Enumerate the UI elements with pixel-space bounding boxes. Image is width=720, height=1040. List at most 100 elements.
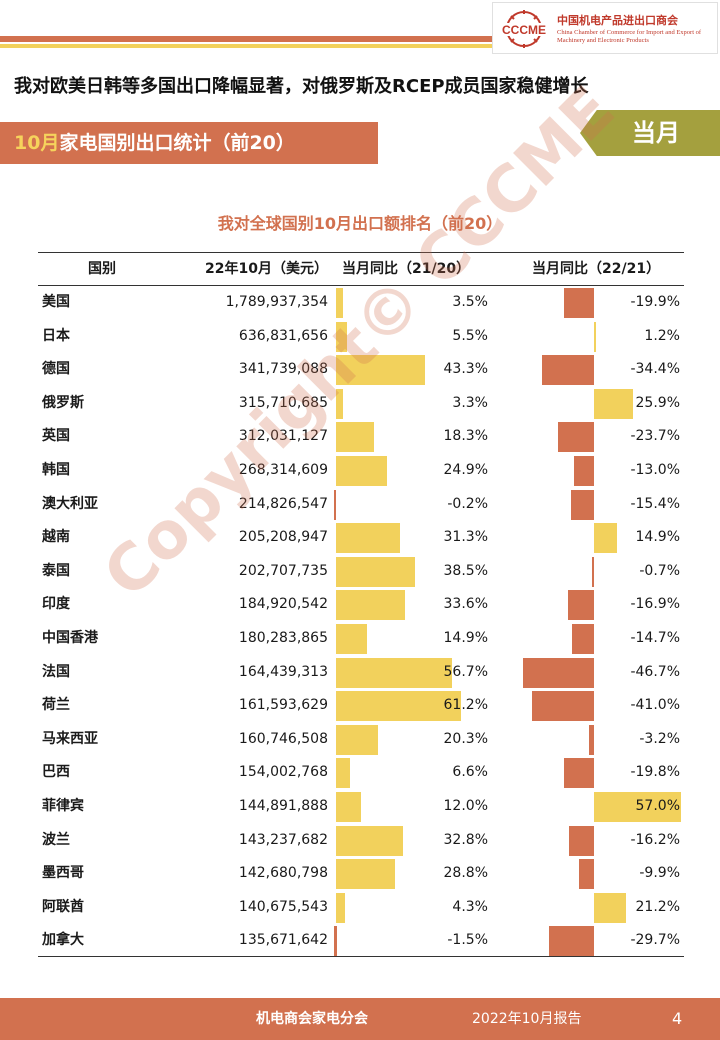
export-value: 1,789,937,354 (225, 294, 328, 310)
yoy-22-21-cell: -3.2% (522, 723, 680, 757)
yoy-22-21-cell: 57.0% (522, 790, 681, 824)
section-title-highlight: 10月 (14, 132, 60, 154)
yoy-21-20-label: 24.9% (443, 461, 488, 478)
export-value: 160,746,508 (238, 730, 328, 747)
yoy-22-21-cell: -9.9% (522, 857, 680, 891)
country-name: 荷兰 (42, 697, 70, 714)
yoy-21-20-cell: 32.8% (334, 824, 488, 858)
table-row: 中国香港 180,283,865 14.9% -14.7% (38, 622, 684, 656)
yoy-22-21-cell: -16.2% (522, 824, 680, 858)
yoy-22-21-bar (592, 556, 594, 587)
table-row: 菲律宾 144,891,888 12.0% 57.0% (38, 790, 684, 824)
country-name: 韩国 (42, 461, 70, 478)
table-row: 俄罗斯 315,710,685 3.3% 25.9% (38, 387, 684, 421)
yoy-22-21-label: -15.4% (630, 495, 680, 512)
country-name: 澳大利亚 (42, 495, 98, 512)
yoy-21-20-bar (336, 288, 344, 318)
table-row: 美国 1,789,937,354 3.5% -19.9% (38, 286, 684, 320)
table-row: 泰国 202,707,735 38.5% -0.7% (38, 555, 684, 589)
yoy-22-21-label: 25.9% (635, 394, 680, 411)
yoy-22-21-cell: -34.4% (522, 353, 680, 387)
yoy-21-20-cell: 3.3% (334, 387, 488, 421)
yoy-22-21-cell: -19.8% (522, 756, 680, 790)
header-country: 国别 (88, 261, 116, 277)
table-row: 波兰 143,237,682 32.8% -16.2% (38, 824, 684, 858)
export-value: 315,710,685 (238, 394, 328, 411)
yoy-21-20-label: -1.5% (447, 932, 488, 949)
logo-english-name: China Chamber of Commerce for Import and… (557, 29, 702, 44)
yoy-21-20-cell: 24.9% (334, 454, 488, 488)
yoy-22-21-cell: -29.7% (522, 924, 680, 958)
table-row: 英国 312,031,127 18.3% -23.7% (38, 420, 684, 454)
export-value: 143,237,682 (238, 831, 328, 848)
yoy-22-21-cell: -19.9% (522, 286, 680, 320)
yoy-22-21-label: -41.0% (630, 697, 680, 714)
yoy-21-20-bar (336, 590, 405, 621)
yoy-21-20-cell: -1.5% (334, 924, 488, 958)
yoy-22-21-cell: -46.7% (522, 656, 680, 690)
yoy-21-20-label: 56.7% (443, 663, 488, 680)
table-row: 法国 164,439,313 56.7% -46.7% (38, 656, 684, 690)
table-row: 巴西 154,002,768 6.6% -19.8% (38, 756, 684, 790)
yoy-21-20-bar (336, 556, 415, 587)
yoy-22-21-label: -46.7% (630, 663, 680, 680)
yoy-22-21-bar (548, 926, 594, 957)
top-decorative-band (0, 36, 500, 50)
yoy-22-21-bar (569, 825, 594, 856)
yoy-21-20-cell: 20.3% (334, 723, 488, 757)
country-name: 法国 (42, 663, 70, 680)
yoy-22-21-bar (541, 355, 594, 386)
yoy-21-20-bar (336, 355, 425, 386)
yoy-21-20-bar (336, 791, 361, 822)
table-row: 日本 636,831,656 5.5% 1.2% (38, 320, 684, 354)
table-row: 澳大利亚 214,826,547 -0.2% -15.4% (38, 488, 684, 522)
table-row: 印度 184,920,542 33.6% -16.9% (38, 588, 684, 622)
yoy-22-21-label: 57.0% (635, 797, 680, 814)
yoy-21-20-bar (336, 691, 462, 722)
table-row: 德国 341,739,088 43.3% -34.4% (38, 353, 684, 387)
table-header-row: 国别 22年10月（美元） 当月同比（21/20） 当月同比（22/21） (38, 252, 684, 286)
yoy-21-20-cell: 4.3% (334, 891, 488, 925)
yoy-21-20-label: -0.2% (447, 495, 488, 512)
footer-org: 机电商会家电分会 (256, 1011, 368, 1027)
export-value: 205,208,947 (238, 529, 328, 546)
yoy-21-20-label: 3.3% (452, 394, 488, 411)
yoy-21-20-label: 12.0% (443, 797, 488, 814)
export-ranking-table: 国别 22年10月（美元） 当月同比（21/20） 当月同比（22/21） 美国… (38, 252, 684, 958)
yoy-21-20-cell: -0.2% (334, 488, 488, 522)
yoy-21-20-bar (336, 623, 367, 654)
yoy-21-20-bar (334, 926, 338, 957)
yoy-21-20-cell: 3.5% (334, 286, 488, 320)
yoy-22-21-label: -13.0% (630, 461, 680, 478)
export-value: 214,826,547 (238, 495, 328, 512)
yoy-22-21-cell: 1.2% (522, 320, 680, 354)
yoy-21-20-label: 43.3% (443, 361, 488, 378)
section-title-rest: 家电国别出口统计（前20） (59, 132, 295, 154)
export-value: 164,439,313 (238, 663, 328, 680)
yoy-22-21-bar (557, 422, 594, 453)
country-name: 日本 (42, 327, 70, 344)
yoy-22-21-label: -9.9% (639, 865, 680, 882)
yoy-21-20-cell: 28.8% (334, 857, 488, 891)
yoy-21-20-label: 5.5% (452, 327, 488, 344)
yoy-22-21-bar (594, 388, 634, 419)
export-value: 202,707,735 (238, 562, 328, 579)
footer-report: 2022年10月报告 (472, 1011, 582, 1027)
yoy-21-20-label: 4.3% (452, 898, 488, 915)
page-headline: 我对欧美日韩等多国出口降幅显著，对俄罗斯及RCEP成员国家稳健增长 (14, 76, 589, 97)
page-number: 4 (672, 1009, 683, 1028)
country-name: 中国香港 (42, 629, 98, 646)
yoy-22-21-label: -16.2% (630, 831, 680, 848)
yoy-21-20-cell: 43.3% (334, 353, 488, 387)
yoy-22-21-label: 1.2% (644, 327, 680, 344)
yoy-22-21-cell: -0.7% (522, 555, 680, 589)
yoy-22-21-cell: 21.2% (522, 891, 680, 925)
top-band-line-orange (0, 36, 500, 42)
table-title: 我对全球国别10月出口额排名（前20） (217, 214, 503, 233)
export-value: 180,283,865 (238, 629, 328, 646)
yoy-21-20-label: 31.3% (443, 529, 488, 546)
yoy-21-20-label: 20.3% (443, 730, 488, 747)
cccme-emblem-icon: CCCME (500, 10, 548, 48)
table-row: 加拿大 135,671,642 -1.5% -29.7% (38, 924, 684, 958)
yoy-21-20-cell: 6.6% (334, 756, 488, 790)
